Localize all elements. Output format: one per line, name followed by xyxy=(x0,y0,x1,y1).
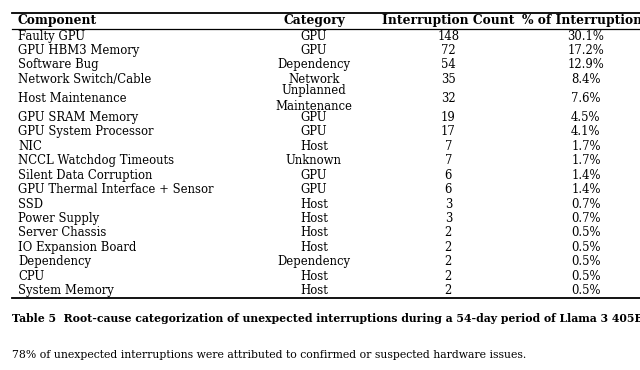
Text: GPU SRAM Memory: GPU SRAM Memory xyxy=(18,111,138,124)
Text: IO Expansion Board: IO Expansion Board xyxy=(18,241,136,254)
Text: Component: Component xyxy=(18,14,97,27)
Text: Faulty GPU: Faulty GPU xyxy=(18,30,85,43)
Text: 2: 2 xyxy=(445,284,452,297)
Text: 0.5%: 0.5% xyxy=(571,226,601,239)
Text: 0.7%: 0.7% xyxy=(571,212,601,225)
Text: 6: 6 xyxy=(445,169,452,182)
Text: 32: 32 xyxy=(441,92,456,105)
Text: 17.2%: 17.2% xyxy=(568,44,604,57)
Text: 7: 7 xyxy=(445,140,452,153)
Text: 8.4%: 8.4% xyxy=(571,73,601,86)
Text: Unknown: Unknown xyxy=(286,154,342,167)
Text: GPU HBM3 Memory: GPU HBM3 Memory xyxy=(18,44,140,57)
Text: 148: 148 xyxy=(437,30,460,43)
Text: 6: 6 xyxy=(445,183,452,196)
Text: 3: 3 xyxy=(445,212,452,225)
Text: NIC: NIC xyxy=(18,140,42,153)
Text: GPU: GPU xyxy=(301,44,327,57)
Text: 4.1%: 4.1% xyxy=(571,125,601,138)
Text: 0.5%: 0.5% xyxy=(571,241,601,254)
Text: 1.4%: 1.4% xyxy=(571,183,601,196)
Text: 3: 3 xyxy=(445,198,452,211)
Text: GPU: GPU xyxy=(301,183,327,196)
Text: Power Supply: Power Supply xyxy=(18,212,99,225)
Text: Silent Data Corruption: Silent Data Corruption xyxy=(18,169,152,182)
Text: SSD: SSD xyxy=(18,198,43,211)
Text: 7: 7 xyxy=(445,154,452,167)
Text: GPU System Processor: GPU System Processor xyxy=(18,125,154,138)
Text: 54: 54 xyxy=(441,58,456,71)
Text: 1.7%: 1.7% xyxy=(571,154,601,167)
Text: 72: 72 xyxy=(441,44,456,57)
Text: 4.5%: 4.5% xyxy=(571,111,601,124)
Text: Dependency: Dependency xyxy=(277,58,351,71)
Text: 2: 2 xyxy=(445,270,452,283)
Text: Software Bug: Software Bug xyxy=(18,58,99,71)
Text: 78% of unexpected interruptions were attributed to confirmed or suspected hardwa: 78% of unexpected interruptions were att… xyxy=(12,350,526,360)
Text: Network Switch/Cable: Network Switch/Cable xyxy=(18,73,151,86)
Text: 35: 35 xyxy=(441,73,456,86)
Text: Unplanned
Maintenance: Unplanned Maintenance xyxy=(275,84,353,113)
Text: 1.4%: 1.4% xyxy=(571,169,601,182)
Text: 17: 17 xyxy=(441,125,456,138)
Text: Dependency: Dependency xyxy=(18,255,91,268)
Text: GPU Thermal Interface + Sensor: GPU Thermal Interface + Sensor xyxy=(18,183,213,196)
Text: Host: Host xyxy=(300,226,328,239)
Text: 7.6%: 7.6% xyxy=(571,92,601,105)
Text: GPU: GPU xyxy=(301,111,327,124)
Text: Category: Category xyxy=(283,14,345,27)
Text: 1.7%: 1.7% xyxy=(571,140,601,153)
Text: 2: 2 xyxy=(445,255,452,268)
Text: 30.1%: 30.1% xyxy=(568,30,604,43)
Text: Host: Host xyxy=(300,241,328,254)
Text: Host: Host xyxy=(300,198,328,211)
Text: 0.7%: 0.7% xyxy=(571,198,601,211)
Text: Dependency: Dependency xyxy=(277,255,351,268)
Text: Host: Host xyxy=(300,140,328,153)
Text: Table 5  Root-cause categorization of unexpected interruptions during a 54-day p: Table 5 Root-cause categorization of une… xyxy=(12,313,640,324)
Text: NCCL Watchdog Timeouts: NCCL Watchdog Timeouts xyxy=(18,154,174,167)
Text: Host Maintenance: Host Maintenance xyxy=(18,92,127,105)
Text: 0.5%: 0.5% xyxy=(571,270,601,283)
Text: 19: 19 xyxy=(441,111,456,124)
Text: 12.9%: 12.9% xyxy=(568,58,604,71)
Text: Network: Network xyxy=(288,73,340,86)
Text: GPU: GPU xyxy=(301,30,327,43)
Text: 0.5%: 0.5% xyxy=(571,284,601,297)
Text: System Memory: System Memory xyxy=(18,284,114,297)
Text: Server Chassis: Server Chassis xyxy=(18,226,106,239)
Text: 0.5%: 0.5% xyxy=(571,255,601,268)
Text: 2: 2 xyxy=(445,241,452,254)
Text: 2: 2 xyxy=(445,226,452,239)
Text: GPU: GPU xyxy=(301,169,327,182)
Text: CPU: CPU xyxy=(18,270,44,283)
Text: Host: Host xyxy=(300,212,328,225)
Text: GPU: GPU xyxy=(301,125,327,138)
Text: % of Interruptions: % of Interruptions xyxy=(522,14,640,27)
Text: Host: Host xyxy=(300,270,328,283)
Text: Host: Host xyxy=(300,284,328,297)
Text: Interruption Count: Interruption Count xyxy=(382,14,515,27)
